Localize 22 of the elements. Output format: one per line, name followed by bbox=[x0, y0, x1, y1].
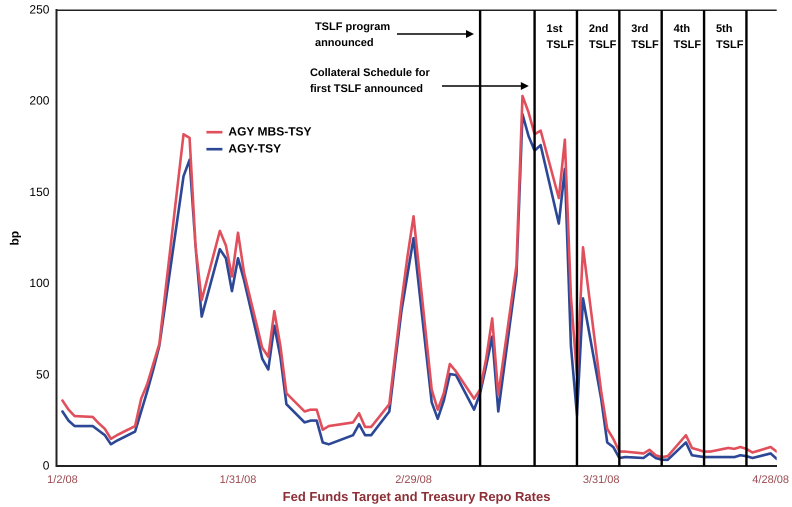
x-tick-label: 1/2/08 bbox=[47, 474, 78, 486]
x-tick-label: 4/28/08 bbox=[752, 474, 789, 486]
y-axis-title: bp bbox=[8, 230, 22, 246]
legend-label: AGY MBS-TSY bbox=[228, 124, 312, 139]
ref-line-label: 2nd TSLF bbox=[588, 23, 617, 52]
x-tick-label: 1/31/08 bbox=[220, 474, 256, 486]
legend-label: AGY-TSY bbox=[228, 142, 282, 156]
x-tick-label: 2/29/08 bbox=[395, 474, 432, 486]
ref-line-label: 1st TSLF bbox=[546, 23, 574, 52]
y-tick-label: 50 bbox=[36, 367, 50, 382]
x-axis-title: Fed Funds Target and Treasury Repo Rates bbox=[282, 488, 550, 504]
ref-line-label: 3rd TSLF bbox=[631, 23, 659, 52]
y-tick-label: 250 bbox=[29, 2, 50, 17]
x-tick-label: 3/31/08 bbox=[582, 474, 620, 486]
y-tick-label: 0 bbox=[42, 458, 50, 473]
ref-line-label: 5th TSLF bbox=[716, 23, 744, 52]
y-tick-label: 100 bbox=[29, 276, 50, 290]
annotation: TSLF program announced bbox=[314, 21, 390, 50]
annotation: Collateral Schedule for first TSLF announced bbox=[310, 67, 430, 96]
ref-line-label: 4th TSLF bbox=[674, 23, 702, 52]
y-tick-label: 150 bbox=[29, 184, 50, 199]
y-tick-label: 200 bbox=[29, 94, 50, 108]
